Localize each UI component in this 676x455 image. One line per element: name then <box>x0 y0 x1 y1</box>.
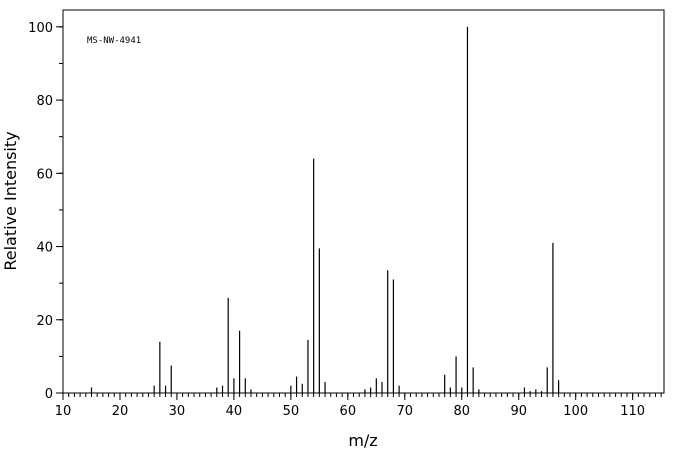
y-tick-label: 100 <box>28 21 53 36</box>
annotation: MS-NW-4941 <box>87 36 141 46</box>
y-tick-label: 0 <box>45 387 53 402</box>
x-tick-label: 20 <box>112 404 129 419</box>
y-tick-label: 40 <box>36 241 53 256</box>
x-tick-label: 40 <box>226 404 243 419</box>
x-tick-label: 110 <box>620 404 645 419</box>
x-tick-label: 50 <box>283 404 300 419</box>
x-tick-label: 10 <box>55 404 72 419</box>
x-tick-label: 90 <box>510 404 527 419</box>
plot-frame <box>62 9 665 394</box>
x-tick-label: 100 <box>563 404 588 419</box>
y-tick-label: 20 <box>36 314 53 329</box>
y-axis-label: Relative Intensity <box>1 131 20 270</box>
x-tick-label: 70 <box>397 404 414 419</box>
x-tick-label: 60 <box>340 404 357 419</box>
x-axis-label: m/z <box>348 431 377 450</box>
x-tick-label: 30 <box>169 404 186 419</box>
y-tick-label: 60 <box>36 167 53 182</box>
y-tick-label: 80 <box>36 94 53 109</box>
x-tick-label: 80 <box>453 404 470 419</box>
